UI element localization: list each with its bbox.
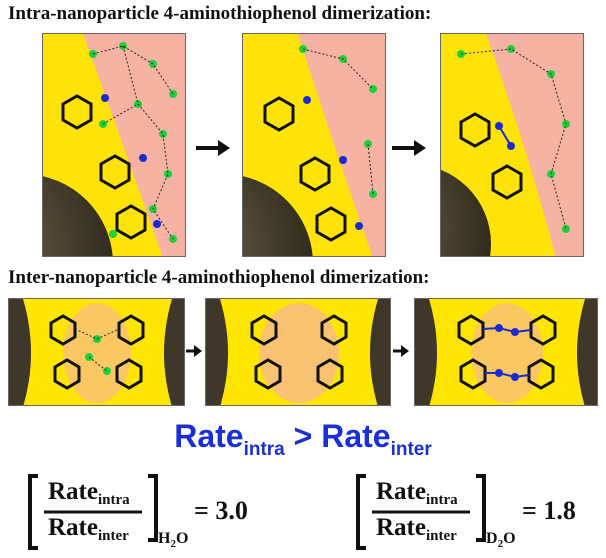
water-oxygen-atom (149, 60, 157, 68)
solvent-label: D2O (486, 530, 516, 550)
aminothiophenol-molecule (320, 314, 348, 346)
reaction-arrow (186, 343, 204, 364)
ratio-denominator: Rateinter (376, 514, 457, 545)
nanoparticle-right (164, 299, 184, 405)
azo-dimer-molecule (459, 358, 555, 390)
rate-intra-subscript: intra (243, 439, 285, 460)
ratio-brackets (356, 474, 486, 550)
equals-sign: = (522, 496, 537, 525)
water-network (299, 45, 377, 198)
ratio-denominator: Rateinter (48, 514, 129, 545)
nanoparticle-right (577, 299, 597, 405)
water-oxygen-atom (369, 85, 377, 93)
water-oxygen-atom (169, 90, 177, 98)
solvent-subscript: 2 (497, 538, 504, 550)
rate-comparison: Rateintra > Rateinter (0, 418, 606, 461)
aminothiophenol-molecule (115, 358, 143, 390)
water-oxygen-atom (507, 45, 515, 53)
azo-dimer-molecule (457, 314, 557, 346)
ratio-h2o: Rateintra Rateinter H2O = 3.0 (28, 472, 268, 552)
solvent-label: H2O (158, 530, 188, 550)
intra-panel-2-scene (243, 34, 385, 256)
numerator-rate: Rate (376, 478, 426, 505)
solvent-tail: O (503, 530, 516, 547)
rate-inter-label: Rate (321, 418, 391, 454)
water-oxygen-atom (103, 367, 111, 375)
ratio-value: 1.8 (543, 496, 576, 525)
solvent-base: H (158, 530, 171, 547)
equals-sign: = (194, 496, 209, 525)
aminothiophenol-molecule (53, 358, 81, 390)
reaction-arrow (196, 138, 232, 163)
reaction-arrow (393, 343, 411, 364)
ratio-d2o: Rateintra Rateinter D2O = 1.8 (356, 472, 596, 552)
reaction-arrow (392, 138, 428, 163)
water-network (89, 42, 177, 243)
aminothiophenol-molecule (117, 314, 145, 346)
intra-panel-1-scene (43, 34, 185, 256)
nanoparticle (243, 176, 313, 256)
numerator-rate: Rate (48, 478, 98, 505)
aminothiophenol-molecule (49, 314, 77, 346)
denominator-rate: Rate (48, 514, 98, 541)
aminothiophenol-molecule (250, 314, 278, 346)
nanoparticle (43, 176, 113, 256)
ratio-brackets (28, 474, 158, 550)
aminothiophenol-molecule (61, 94, 109, 130)
water-oxygen-atom (109, 230, 117, 238)
nanoparticle-left (206, 299, 228, 405)
azo-dimer-molecule (459, 112, 523, 200)
inter-heading: Inter-nanoparticle 4-aminothiophenol dim… (8, 267, 430, 288)
aminothiophenol-molecule (115, 204, 161, 240)
intra-heading: Intra-nanoparticle 4-aminothiophenol dim… (8, 3, 432, 24)
rate-inter-subscript: inter (390, 439, 432, 460)
intra-panel-2 (242, 33, 386, 257)
solvent-tail: O (175, 530, 189, 547)
denominator-subscript: inter (425, 528, 457, 544)
inter-panel-3 (414, 298, 598, 406)
intra-panel-3-scene (441, 34, 583, 256)
inter-panel-1-scene (9, 299, 184, 405)
nanoparticle (441, 169, 491, 256)
aminothiophenol-molecule (299, 156, 347, 192)
denominator-rate: Rate (376, 514, 426, 541)
numerator-subscript: intra (425, 492, 458, 508)
aminothiophenol-molecule (263, 96, 311, 132)
ratio-equation: = 3.0 (194, 496, 248, 526)
water-oxygen-atom (562, 225, 570, 233)
solvent-subscript: 2 (170, 538, 176, 550)
intra-panel-3 (440, 33, 584, 257)
rate-intra-label: Rate (174, 418, 244, 454)
greater-than-symbol: > (284, 418, 322, 454)
ratio-equation: = 1.8 (522, 496, 576, 526)
intra-panel-1 (42, 33, 186, 257)
water-oxygen-atom (164, 170, 172, 178)
numerator-subscript: intra (97, 492, 130, 508)
solvent-base: D (486, 530, 498, 547)
inter-panel-3-scene (415, 299, 597, 405)
nanoparticle-right (370, 299, 390, 405)
inter-panel-2 (205, 298, 391, 406)
aminothiophenol-molecule (315, 206, 363, 242)
ratio-numerator: Rateintra (376, 478, 458, 509)
ratio-numerator: Rateintra (48, 478, 130, 509)
aminothiophenol-molecule (316, 358, 344, 390)
denominator-subscript: inter (97, 528, 129, 544)
aminothiophenol-molecule (254, 358, 282, 390)
inter-panel-2-scene (206, 299, 390, 405)
nanoparticle-left (9, 299, 31, 405)
nanoparticle-left (415, 299, 437, 405)
ratio-value: 3.0 (215, 496, 248, 525)
aminothiophenol-molecule (99, 154, 147, 190)
water-network (457, 45, 570, 233)
inter-panel-1 (8, 298, 185, 406)
water-oxygen-atom (369, 190, 377, 198)
